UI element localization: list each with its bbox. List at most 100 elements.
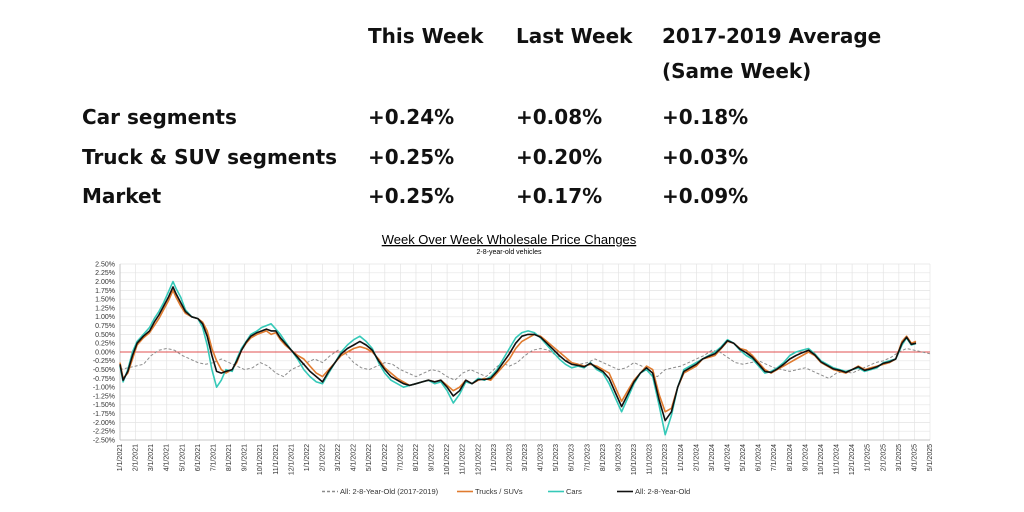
x-tick-label: 1/1/2022: [304, 444, 311, 471]
y-tick-label: 0.25%: [95, 341, 115, 348]
x-tick-label: 3/1/2023: [522, 444, 529, 471]
y-tick-label: 2.25%: [95, 270, 115, 277]
x-tick-label: 2/1/2024: [693, 444, 700, 471]
x-tick-label: 10/1/2023: [631, 444, 638, 475]
x-tick-label: 11/1/2022: [460, 444, 467, 475]
y-tick-label: -1.75%: [93, 411, 115, 418]
y-tick-label: -2.50%: [93, 437, 115, 444]
header-average-sub: (Same Week): [662, 59, 812, 83]
x-tick-label: 9/1/2021: [242, 444, 249, 471]
summary-table: This Week Last Week 2017-2019 Average (S…: [0, 0, 1024, 230]
y-tick-label: 1.75%: [95, 288, 115, 295]
row-market-last-week: +0.17%: [516, 184, 603, 208]
x-tick-label: 10/1/2024: [818, 444, 825, 475]
x-tick-label: 9/1/2023: [615, 444, 622, 471]
y-tick-label: -0.25%: [93, 358, 115, 365]
y-tick-label: 2.00%: [95, 279, 115, 286]
x-tick-label: 3/1/2025: [896, 444, 903, 471]
x-tick-label: 5/1/2022: [366, 444, 373, 471]
x-tick-label: 5/1/2021: [179, 444, 186, 471]
y-tick-label: -0.75%: [93, 376, 115, 383]
row-label-car: Car segments: [82, 105, 237, 129]
x-tick-label: 1/1/2024: [678, 444, 685, 471]
row-car-this-week: +0.24%: [368, 105, 455, 129]
row-market-avg: +0.09%: [662, 184, 749, 208]
x-tick-label: 10/1/2021: [257, 444, 264, 475]
y-tick-label: -1.00%: [93, 385, 115, 392]
x-tick-label: 6/1/2022: [382, 444, 389, 471]
chart-legend: All: 2-8-Year-Old (2017-2019) Trucks / SU…: [322, 487, 690, 496]
legend-label: All: 2-8-Year-Old (2017-2019): [340, 487, 439, 496]
x-tick-label: 7/1/2023: [584, 444, 591, 471]
row-car-last-week: +0.08%: [516, 105, 603, 129]
y-tick-label: -0.50%: [93, 367, 115, 374]
y-tick-label: 0.75%: [95, 323, 115, 330]
header-this-week: This Week: [368, 24, 484, 48]
row-truck-avg: +0.03%: [662, 145, 749, 169]
row-label-truck: Truck & SUV segments: [82, 145, 338, 169]
y-axis: 2.50% 2.25% 2.00% 1.75% 1.50%1.25% 1.00% 0.75%…: [93, 261, 115, 444]
x-tick-label: 2/1/2025: [880, 444, 887, 471]
row-truck-this-week: +0.25%: [368, 145, 455, 169]
x-tick-label: 2/1/2023: [506, 444, 513, 471]
legend-label: Trucks / SUVs: [475, 487, 523, 496]
x-tick-label: 4/1/2021: [164, 444, 171, 471]
y-tick-label: 2.50%: [95, 261, 115, 268]
x-tick-label: 4/1/2024: [725, 444, 732, 471]
y-tick-label: 1.00%: [95, 314, 115, 321]
x-tick-label: 1/1/2023: [491, 444, 498, 471]
x-tick-label: 11/1/2021: [273, 444, 280, 475]
x-tick-label: 2/1/2021: [133, 444, 140, 471]
x-tick-label: 1/1/2021: [117, 444, 124, 471]
x-tick-label: 10/1/2022: [444, 444, 451, 475]
legend-label: All: 2-8-Year-Old: [635, 487, 690, 496]
x-tick-label: 12/1/2021: [288, 444, 295, 475]
x-tick-label: 11/1/2024: [834, 444, 841, 475]
series-line-3: [119, 286, 917, 422]
x-tick-label: 1/1/2025: [865, 444, 872, 471]
x-tick-label: 7/1/2021: [210, 444, 217, 471]
x-axis: 1/1/2021 2/1/2021 3/1/2021 4/1/2021 5/1/2021…: [117, 444, 934, 475]
y-tick-label: -2.25%: [93, 429, 115, 436]
x-tick-label: 9/1/2024: [802, 444, 809, 471]
row-car-avg: +0.18%: [662, 105, 749, 129]
series-line-0: [119, 348, 931, 381]
x-tick-label: 3/1/2024: [709, 444, 716, 471]
y-tick-label: -1.25%: [93, 393, 115, 400]
y-tick-label: -2.00%: [93, 420, 115, 427]
x-tick-label: 11/1/2023: [647, 444, 654, 475]
x-tick-label: 12/1/2024: [849, 444, 856, 475]
y-tick-label: 1.25%: [95, 305, 115, 312]
x-tick-label: 6/1/2021: [195, 444, 202, 471]
x-tick-label: 7/1/2022: [397, 444, 404, 471]
chart-title: Week Over Week Wholesale Price Changes: [382, 232, 637, 247]
row-label-market: Market: [82, 184, 162, 208]
y-tick-label: -1.50%: [93, 402, 115, 409]
x-tick-label: 8/1/2022: [413, 444, 420, 471]
x-tick-label: 8/1/2023: [600, 444, 607, 471]
x-tick-label: 5/1/2024: [740, 444, 747, 471]
x-tick-label: 8/1/2021: [226, 444, 233, 471]
row-truck-last-week: +0.20%: [516, 145, 603, 169]
x-tick-label: 6/1/2023: [569, 444, 576, 471]
x-tick-label: 4/1/2022: [351, 444, 358, 471]
y-tick-label: 0.50%: [95, 332, 115, 339]
x-tick-label: 3/1/2022: [335, 444, 342, 471]
header-average: 2017-2019 Average: [662, 24, 882, 48]
x-tick-label: 8/1/2024: [787, 444, 794, 471]
x-tick-label: 3/1/2021: [148, 444, 155, 471]
chart-subtitle: 2-8-year-old vehicles: [477, 249, 542, 256]
header-last-week: Last Week: [516, 24, 633, 48]
x-tick-label: 12/1/2022: [475, 444, 482, 475]
chart-series: [119, 280, 931, 436]
x-tick-label: 5/1/2023: [553, 444, 560, 471]
x-tick-label: 9/1/2022: [429, 444, 436, 471]
x-tick-label: 5/1/2025: [927, 444, 934, 471]
row-market-this-week: +0.25%: [368, 184, 455, 208]
x-tick-label: 4/1/2025: [911, 444, 918, 471]
x-tick-label: 4/1/2023: [538, 444, 545, 471]
x-tick-label: 2/1/2022: [320, 444, 327, 471]
y-tick-label: 0.00%: [95, 349, 115, 356]
legend-label: Cars: [566, 487, 582, 496]
x-tick-label: 6/1/2024: [756, 444, 763, 471]
